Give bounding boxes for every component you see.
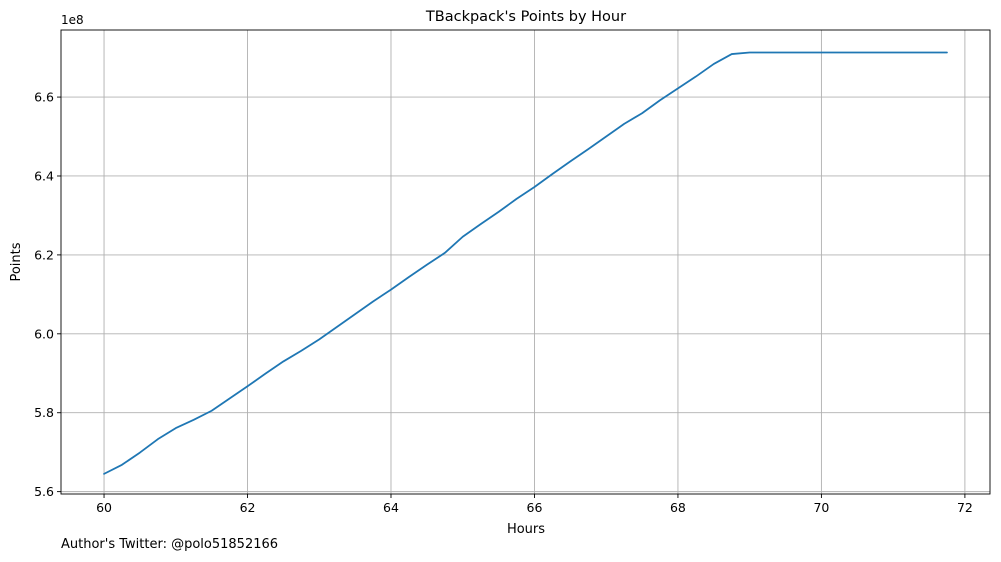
y-tick-label: 5.8 [34, 405, 54, 420]
x-tick-label: 72 [957, 500, 973, 515]
x-tick-label: 68 [670, 500, 686, 515]
x-axis: 60 62 64 66 68 70 72 [96, 494, 973, 515]
x-tick-label: 62 [240, 500, 256, 515]
series-layer [103, 51, 948, 475]
x-tick-label: 70 [813, 500, 829, 515]
x-tick-label: 64 [383, 500, 399, 515]
y-tick-label: 5.6 [34, 484, 54, 499]
y-tick-label: 6.6 [34, 90, 54, 105]
y-tick-label: 6.0 [34, 326, 54, 341]
y-tick-label: 6.2 [34, 247, 54, 262]
x-tick-label: 60 [96, 500, 112, 515]
y-offset-label: 1e8 [61, 13, 84, 27]
series-line-points [103, 51, 948, 475]
x-tick-label: 66 [527, 500, 543, 515]
chart-title: TBackpack's Points by Hour [425, 9, 626, 25]
plot-frame [60, 29, 991, 495]
x-axis-label: Hours [507, 522, 545, 537]
y-tick-label: 6.4 [34, 168, 54, 183]
y-axis-label: Points [9, 242, 24, 281]
y-axis: 5.6 5.8 6.0 6.2 6.4 6.6 [34, 90, 61, 499]
grid-layer [61, 30, 990, 494]
author-note: Author's Twitter: @polo51852166 [61, 537, 279, 552]
